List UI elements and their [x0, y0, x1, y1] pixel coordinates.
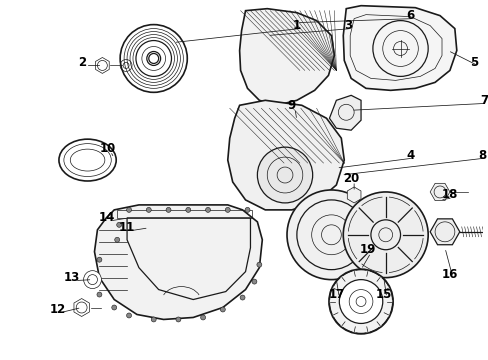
Circle shape: [220, 307, 225, 312]
Text: 1: 1: [292, 19, 300, 32]
Circle shape: [225, 207, 230, 212]
Text: 4: 4: [406, 149, 414, 162]
Circle shape: [200, 315, 205, 320]
Circle shape: [95, 275, 100, 280]
Text: 14: 14: [99, 211, 115, 224]
Text: 9: 9: [287, 99, 295, 112]
Circle shape: [284, 107, 309, 133]
Circle shape: [205, 207, 210, 212]
Text: 11: 11: [119, 221, 135, 234]
Text: 8: 8: [477, 149, 486, 162]
Polygon shape: [343, 6, 456, 90]
Circle shape: [185, 207, 190, 212]
Circle shape: [166, 207, 171, 212]
Text: 16: 16: [441, 268, 457, 281]
Text: 13: 13: [63, 271, 80, 284]
Polygon shape: [74, 298, 89, 316]
Text: 2: 2: [79, 56, 86, 69]
Polygon shape: [95, 58, 109, 73]
Circle shape: [83, 271, 101, 289]
Circle shape: [343, 192, 427, 278]
Text: 3: 3: [344, 19, 351, 32]
Circle shape: [151, 317, 156, 322]
Ellipse shape: [328, 269, 392, 334]
Circle shape: [244, 207, 249, 212]
Circle shape: [256, 262, 261, 267]
Polygon shape: [94, 205, 262, 319]
Text: 6: 6: [406, 9, 414, 22]
Text: 17: 17: [327, 288, 344, 301]
Text: 5: 5: [469, 56, 478, 69]
Polygon shape: [239, 9, 334, 105]
Polygon shape: [429, 183, 449, 201]
Circle shape: [126, 207, 131, 212]
Polygon shape: [429, 219, 459, 245]
Circle shape: [251, 279, 256, 284]
Text: 19: 19: [359, 243, 375, 256]
Text: 18: 18: [441, 188, 457, 202]
Circle shape: [339, 280, 382, 323]
Circle shape: [126, 313, 131, 318]
Text: 10: 10: [99, 141, 115, 155]
Circle shape: [146, 207, 151, 212]
Text: 7: 7: [479, 94, 488, 107]
Circle shape: [286, 190, 375, 280]
Polygon shape: [346, 187, 360, 203]
Circle shape: [176, 317, 181, 322]
Circle shape: [112, 305, 117, 310]
Circle shape: [97, 257, 102, 262]
Text: 12: 12: [50, 303, 66, 316]
Text: 20: 20: [343, 171, 359, 185]
Circle shape: [240, 295, 244, 300]
Polygon shape: [329, 95, 360, 130]
Circle shape: [97, 292, 102, 297]
Circle shape: [257, 147, 312, 203]
Text: 15: 15: [375, 288, 391, 301]
Circle shape: [115, 237, 120, 242]
Polygon shape: [227, 100, 344, 210]
Circle shape: [117, 222, 122, 227]
